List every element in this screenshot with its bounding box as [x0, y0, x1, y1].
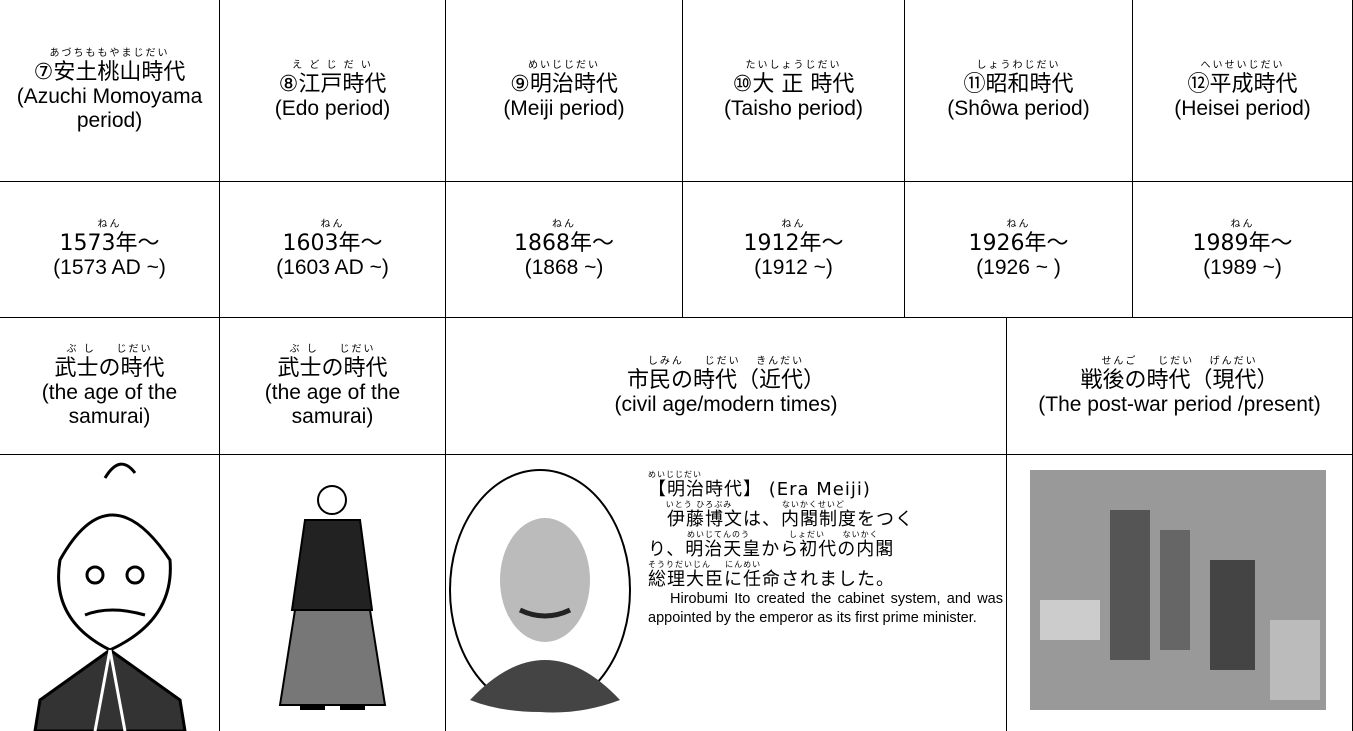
furigana: え ど じ だ い [292, 60, 373, 71]
era-name: ⑨明治時代 [510, 72, 618, 97]
furigana: ぶ し じだい [289, 343, 376, 355]
table-cell: めいじじだい ⑨明治時代 (Meiji period) [446, 0, 683, 182]
year-english: (1912 ~) [754, 256, 833, 279]
table-cell [446, 455, 1007, 731]
table-cell: しみん じだい きんだい 市民の時代（近代） (civil age/modern t… [446, 318, 1007, 455]
era-english: (Meiji period) [503, 97, 625, 120]
table-cell: ぶ し じだい 武士の時代 (the age of the samurai) [0, 318, 220, 455]
age-name: 戦後の時代（現代） [1080, 367, 1279, 393]
table-cell: ぶ し じだい 武士の時代 (the age of the samurai) [220, 318, 446, 455]
furigana: ねん [781, 219, 806, 230]
year: 1573年～ [59, 231, 160, 256]
table-cell: ねん 1989年～ (1989 ~) [1133, 182, 1353, 318]
table-cell: ねん 1603年～ (1603 AD ~) [220, 182, 446, 318]
table-cell [0, 455, 220, 731]
year-english: (1926 ~ ) [976, 256, 1061, 279]
meiji-heading: 【明治時代】 (Era Meiji) [648, 479, 871, 500]
furigana: めいじてんのう しょだい ないかく [648, 530, 879, 539]
furigana: めいじじだい [648, 470, 702, 479]
table-cell: ねん 1868年～ (1868 ~) [446, 182, 683, 318]
age-english: (civil age/modern times) [614, 392, 838, 416]
era-english: (Taisho period) [724, 97, 863, 120]
meiji-english: Hirobumi Ito created the cabinet system,… [648, 591, 1003, 626]
meiji-line: り、明治天皇から初代の内閣 [648, 539, 895, 560]
era-english: (Azuchi Momoyama period) [16, 85, 203, 132]
furigana: ねん [320, 219, 345, 230]
age-name: 市民の時代（近代） [626, 367, 825, 393]
furigana: いとう ひろぶみ ないかくせいど [648, 500, 845, 509]
furigana: ぶ し じだい [66, 343, 153, 355]
age-english: (the age of the samurai) [264, 380, 401, 428]
meiji-line: 伊藤博文は、内閣制度をつく [648, 509, 914, 530]
era-name: ⑫平成時代 [1187, 72, 1298, 97]
year-english: (1868 ~) [524, 256, 604, 279]
age-name: 武士の時代 [277, 355, 388, 381]
furigana: そうりだいじん にんめい [648, 560, 762, 569]
table-cell: へいせいじだい ⑫平成時代 (Heisei period) [1133, 0, 1353, 182]
year: 1989年～ [1192, 231, 1293, 256]
era-name: ⑦安土桃山時代 [33, 60, 186, 85]
meiji-text: めいじじだい 【明治時代】 (Era Meiji) いとう ひろぶみ ないかくせい… [648, 470, 1003, 628]
furigana: ねん [552, 219, 576, 230]
age-english: (the age of the samurai) [41, 380, 178, 428]
year: 1926年～ [968, 231, 1069, 256]
furigana: しょうわじだい [976, 60, 1061, 71]
era-english: (Shôwa period) [947, 97, 1090, 120]
table-cell: あづちももやまじだい ⑦安土桃山時代 (Azuchi Momoyama period… [0, 0, 220, 182]
ito-portrait [449, 469, 631, 713]
furigana: しみん じだい きんだい [647, 355, 805, 367]
city-photo [1030, 470, 1326, 710]
furigana: あづちももやまじだい [49, 48, 170, 59]
table-cell: たいしょうじだい ⑩大 正 時代 (Taisho period) [683, 0, 905, 182]
table-cell [220, 455, 446, 731]
year: 1868年～ [514, 231, 614, 256]
table-cell: ねん 1573年～ (1573 AD ~) [0, 182, 220, 318]
table-cell: せんご じだい げんだい 戦後の時代（現代） (The post-war perio… [1007, 318, 1353, 455]
samurai-figure [278, 485, 387, 710]
furigana: へいせいじだい [1200, 60, 1285, 71]
age-english: (The post-war period /present) [1038, 392, 1321, 416]
table-cell: え ど じ だ い ⑧江戸時代 (Edo period) [220, 0, 446, 182]
year-english: (1573 AD ~) [53, 256, 166, 279]
era-name: ⑧江戸時代 [278, 72, 387, 97]
furigana: たいしょうじだい [745, 60, 842, 71]
era-name: ⑪昭和時代 [963, 72, 1074, 97]
era-english: (Heisei period) [1174, 97, 1311, 120]
furigana: ねん [1230, 219, 1255, 230]
furigana: めいじじだい [528, 60, 600, 71]
furigana: ねん [97, 219, 122, 230]
age-name: 武士の時代 [54, 355, 165, 381]
table-cell: ねん 1912年～ (1912 ~) [683, 182, 905, 318]
furigana: ねん [1006, 219, 1031, 230]
meiji-line: 総理大臣に任命されました。 [648, 569, 895, 590]
era-english: (Edo period) [274, 97, 391, 120]
era-name: ⑩大 正 時代 [732, 72, 855, 97]
year: 1912年～ [743, 231, 844, 256]
table-cell: ねん 1926年～ (1926 ~ ) [905, 182, 1133, 318]
furigana: せんご じだい げんだい [1101, 355, 1258, 367]
table-cell: しょうわじだい ⑪昭和時代 (Shôwa period) [905, 0, 1133, 182]
samurai-cartoon [33, 462, 187, 731]
year-english: (1989 ~) [1203, 256, 1282, 279]
year: 1603年～ [282, 231, 383, 256]
year-english: (1603 AD ~) [276, 256, 389, 279]
